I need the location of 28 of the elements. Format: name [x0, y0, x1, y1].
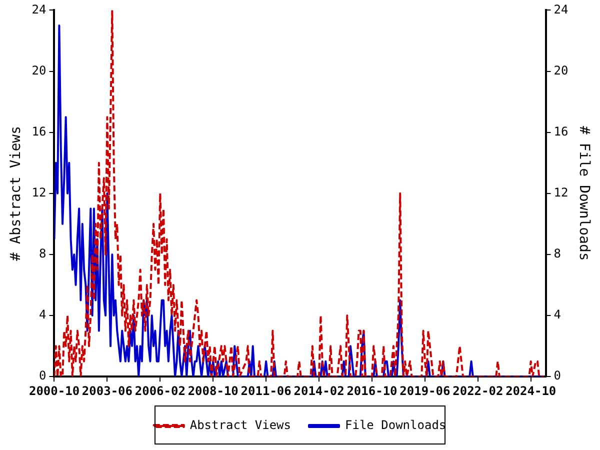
y-tick-label: 8: [39, 246, 46, 261]
y2-tick-label: 16: [554, 124, 568, 138]
y-tick-label: 24: [32, 2, 46, 16]
x-tick-label: 2014-02: [294, 384, 344, 398]
y-tick-label: 16: [32, 124, 46, 138]
y-tick-label: 4: [39, 308, 46, 322]
x-tick-label: 2006-02: [134, 384, 186, 398]
y-tick-label: 12: [32, 186, 46, 200]
x-tick-label: 2003-06: [82, 384, 132, 398]
y-tick-label: 20: [32, 63, 46, 78]
x-tick-label: 2019-06: [400, 384, 450, 398]
y2-tick-label: 8: [554, 246, 561, 261]
y2-tick-label: 0: [554, 368, 561, 383]
x-tick-label: 2000-10: [28, 384, 80, 398]
x-tick-label: 2024-10: [506, 384, 556, 398]
legend-label: File Downloads: [345, 418, 446, 432]
y2-axis-title: # File Downloads: [576, 126, 592, 261]
x-tick-label: 2011-06: [240, 384, 292, 398]
y-tick-label: 0: [39, 368, 46, 383]
y2-tick-label: 24: [554, 2, 568, 16]
y2-tick-label: 12: [554, 186, 568, 200]
y-axis-title: # Abstract Views: [8, 126, 24, 261]
x-tick-label: 2022-02: [452, 384, 504, 398]
y2-tick-label: 4: [554, 308, 561, 322]
y2-tick-label: 20: [554, 63, 568, 78]
x-tick-label: 2008-10: [188, 384, 238, 398]
x-tick-label: 2016-10: [346, 384, 398, 398]
legend-label: Abstract Views: [190, 418, 292, 432]
